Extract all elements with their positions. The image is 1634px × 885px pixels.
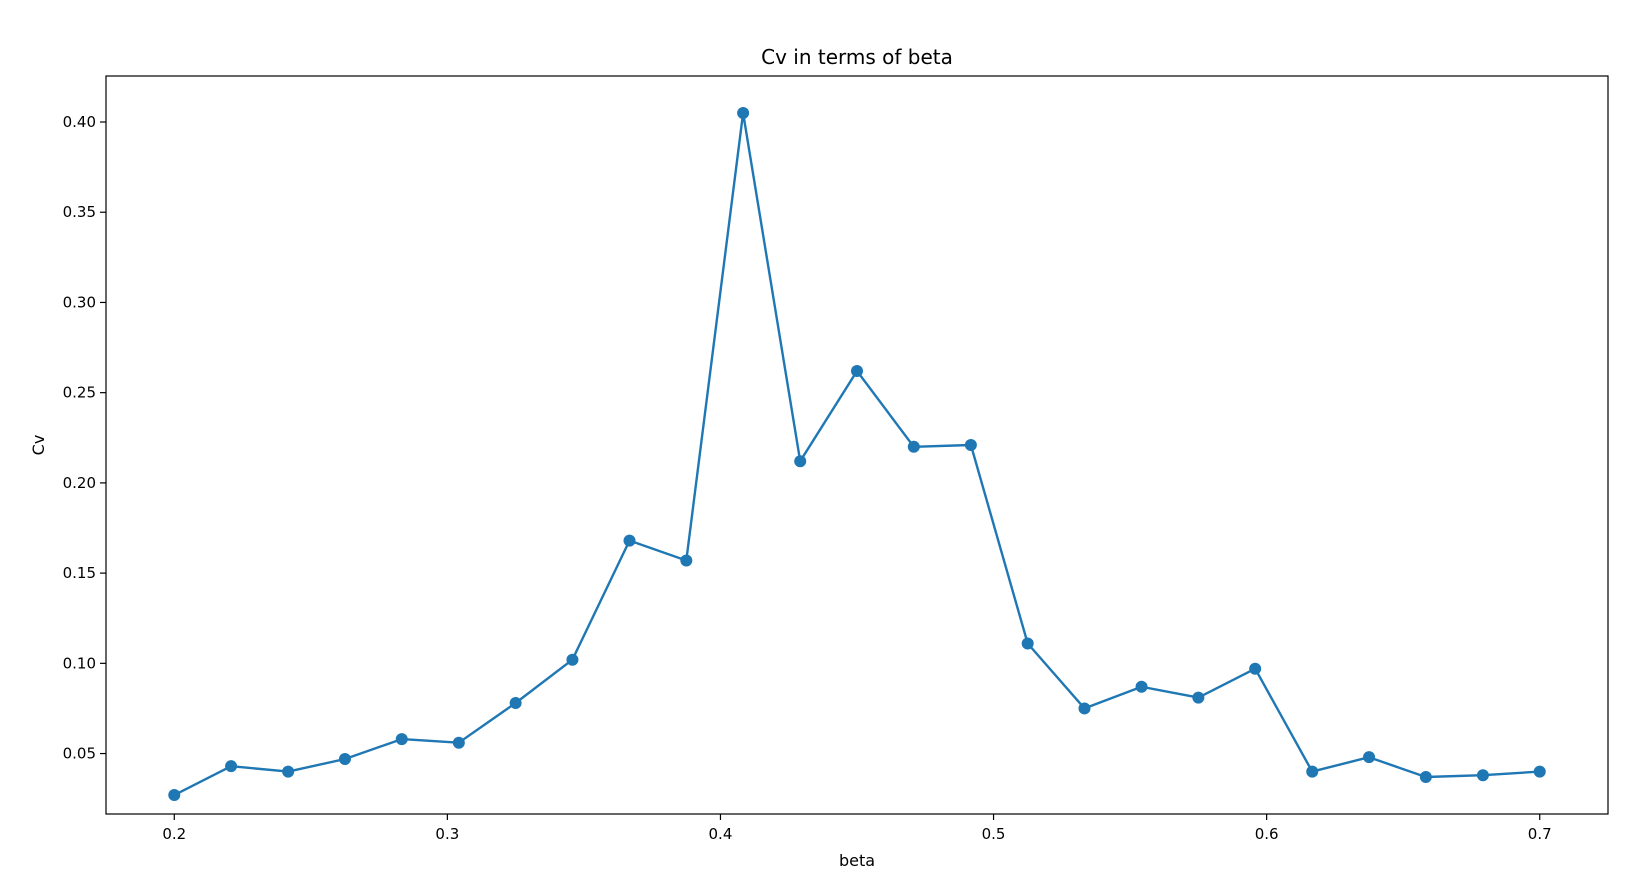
x-tick-label: 0.7 [1528, 825, 1552, 843]
chart-title: Cv in terms of beta [761, 45, 953, 69]
data-point [1419, 771, 1432, 784]
x-tick-label: 0.2 [162, 825, 186, 843]
data-point [452, 736, 465, 749]
data-point [737, 106, 750, 119]
data-point [623, 534, 636, 547]
data-point [907, 440, 920, 453]
data-point [1363, 751, 1376, 764]
y-tick-label: 0.25 [63, 384, 96, 402]
x-tick-label: 0.5 [982, 825, 1006, 843]
data-point [794, 455, 807, 468]
y-tick-label: 0.40 [63, 113, 96, 131]
x-tick-label: 0.4 [709, 825, 733, 843]
data-point [338, 752, 351, 765]
x-tick-label: 0.6 [1255, 825, 1279, 843]
data-point [1306, 765, 1319, 778]
data-point [282, 765, 295, 778]
data-point [225, 760, 238, 773]
y-axis-ticks: 0.05 0.10 0.15 0.20 0.25 0.30 0.35 0.40 [63, 113, 106, 763]
y-tick-label: 0.30 [63, 293, 96, 311]
data-point [1135, 680, 1148, 693]
series-line [173, 111, 1540, 797]
data-point [509, 697, 522, 710]
data-point [1192, 691, 1205, 704]
data-point [680, 554, 693, 567]
y-tick-label: 0.10 [63, 654, 96, 672]
data-point [1021, 637, 1034, 650]
y-axis-label: Cv [29, 435, 48, 456]
data-point [1078, 702, 1091, 715]
y-tick-label: 0.20 [63, 474, 96, 492]
y-tick-label: 0.05 [63, 745, 96, 763]
data-point [566, 653, 579, 666]
data-points [168, 106, 1546, 802]
data-point [1533, 765, 1546, 778]
y-tick-label: 0.15 [63, 564, 96, 582]
data-point [1476, 769, 1489, 782]
data-point [395, 733, 408, 746]
plot-area-frame [105, 75, 1609, 815]
x-axis-ticks: 0.2 0.3 0.4 0.5 0.6 0.7 [162, 814, 1552, 843]
data-point [168, 789, 181, 802]
data-point [964, 439, 977, 451]
y-tick-label: 0.35 [63, 203, 96, 221]
x-axis-label: beta [839, 851, 875, 870]
x-tick-label: 0.3 [435, 825, 459, 843]
data-point [851, 365, 863, 378]
data-point [1249, 662, 1262, 675]
